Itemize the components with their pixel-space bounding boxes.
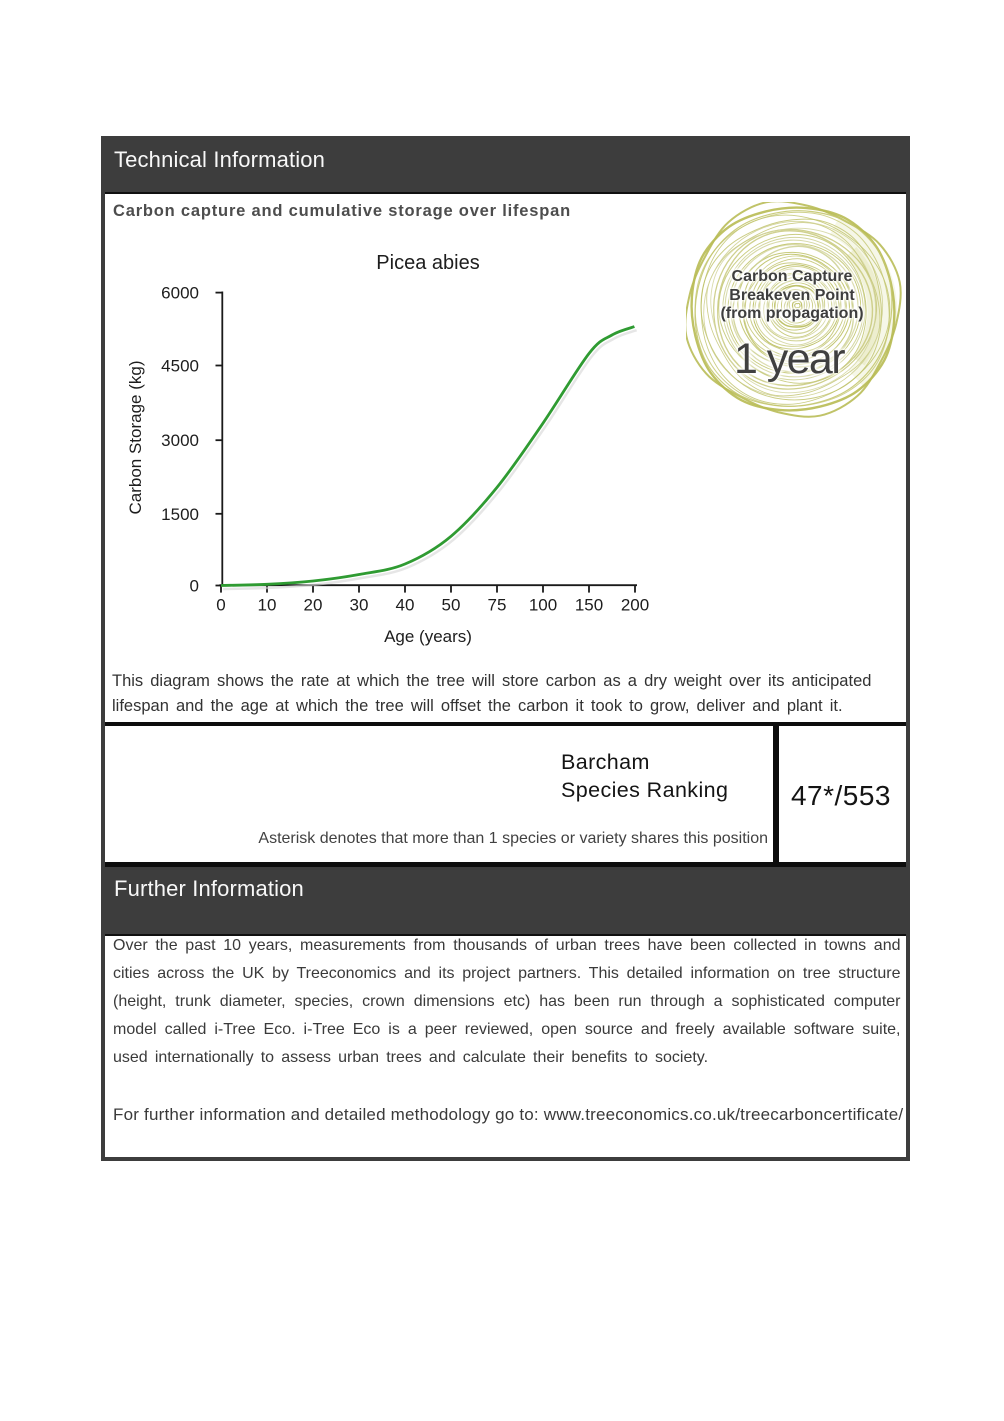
svg-text:4500: 4500: [161, 357, 199, 376]
svg-text:100: 100: [529, 596, 557, 615]
svg-text:Picea abies: Picea abies: [376, 252, 479, 274]
svg-text:50: 50: [442, 596, 461, 615]
svg-text:200: 200: [621, 596, 649, 615]
svg-text:0: 0: [216, 596, 225, 615]
svg-text:1500: 1500: [161, 505, 199, 524]
svg-text:150: 150: [575, 596, 603, 615]
svg-text:6000: 6000: [161, 284, 199, 303]
svg-text:10: 10: [258, 596, 277, 615]
svg-text:3000: 3000: [161, 431, 199, 450]
svg-text:Carbon Storage (kg): Carbon Storage (kg): [126, 360, 145, 514]
svg-text:75: 75: [488, 596, 507, 615]
svg-text:30: 30: [350, 596, 369, 615]
svg-text:20: 20: [304, 596, 323, 615]
svg-text:Age (years): Age (years): [384, 627, 472, 646]
svg-text:0: 0: [190, 577, 199, 596]
svg-text:40: 40: [396, 596, 415, 615]
